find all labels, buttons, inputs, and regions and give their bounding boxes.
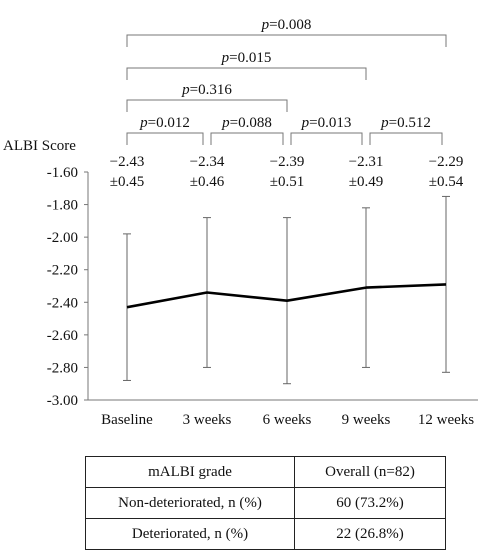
- table-cell: Deteriorated, n (%): [85, 518, 295, 550]
- x-tick-label: Baseline: [101, 412, 153, 428]
- mean-label: −2.31: [349, 154, 384, 170]
- albi-score-chart: ALBI Score p=0.008 p=0.015 p=0.316 p=0.012 p…: [3, 17, 478, 428]
- table-cell: Non-deteriorated, n (%): [85, 487, 295, 519]
- x-tick-label: 9 weeks: [342, 412, 391, 428]
- mean-label: −2.29: [429, 154, 464, 170]
- p-value-label: p=0.512: [380, 115, 431, 131]
- y-tick-label: -2.40: [47, 295, 78, 311]
- sd-label: ±0.54: [429, 174, 464, 190]
- table-row: Non-deteriorated, n (%) 60 (73.2%): [85, 487, 446, 519]
- y-tick-label: -3.00: [47, 393, 78, 409]
- albi-mean-line: [126, 283, 447, 309]
- significance-bracket: [290, 132, 363, 145]
- table-cell: 60 (73.2%): [294, 487, 446, 519]
- x-tick-label: 3 weeks: [183, 412, 232, 428]
- x-tick-label: 12 weeks: [418, 412, 474, 428]
- p-value-label: p=0.013: [301, 115, 352, 131]
- significance-bracket: [369, 132, 443, 145]
- significance-bracket: [126, 99, 288, 112]
- significance-bracket: [126, 67, 367, 80]
- p-value-label: p=0.015: [221, 50, 272, 66]
- y-tick-label: -2.20: [47, 263, 78, 279]
- p-value-label: p=0.316: [181, 82, 232, 98]
- mean-label: −2.39: [270, 154, 305, 170]
- mean-label: −2.34: [190, 154, 225, 170]
- mean-label: −2.43: [110, 154, 145, 170]
- table-cell: 22 (26.8%): [294, 518, 446, 550]
- y-axis-label: ALBI Score: [3, 138, 76, 154]
- y-tick-label: -2.60: [47, 328, 78, 344]
- p-value-label: p=0.008: [261, 17, 312, 33]
- p-value-label: p=0.088: [221, 115, 272, 131]
- y-tick-label: -2.80: [47, 360, 78, 376]
- sd-label: ±0.46: [190, 174, 225, 190]
- significance-bracket: [210, 132, 284, 145]
- p-value-label: p=0.012: [139, 115, 190, 131]
- malbi-grade-table: mALBI grade Overall (n=82) Non-deteriora…: [85, 456, 446, 550]
- table-header-cell: Overall (n=82): [294, 456, 446, 488]
- significance-bracket: [126, 34, 447, 47]
- significance-bracket: [126, 132, 204, 145]
- y-tick-label: -1.60: [47, 165, 78, 181]
- table-row: Deteriorated, n (%) 22 (26.8%): [85, 518, 446, 550]
- table-header-row: mALBI grade Overall (n=82): [85, 456, 446, 488]
- y-tick-label: -2.00: [47, 230, 78, 246]
- x-tick-label: 6 weeks: [263, 412, 312, 428]
- sd-label: ±0.51: [270, 174, 304, 190]
- sd-label: ±0.45: [110, 174, 144, 190]
- y-tick-label: -1.80: [47, 198, 78, 214]
- table-header-cell: mALBI grade: [85, 456, 295, 488]
- sd-label: ±0.49: [349, 174, 383, 190]
